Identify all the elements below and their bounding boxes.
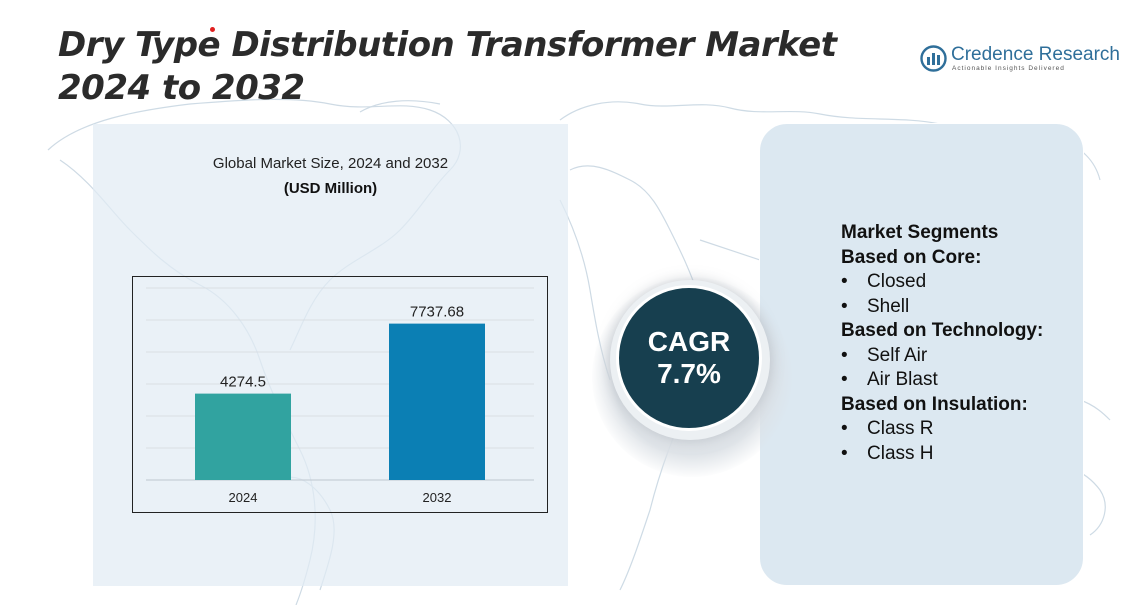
bar-2024 xyxy=(195,393,291,480)
red-dot-decoration xyxy=(210,27,215,32)
cagr-value: 7.7% xyxy=(657,358,721,389)
bar-2032 xyxy=(389,323,485,480)
segment-item: Shell xyxy=(841,295,1081,320)
cagr-label: CAGR xyxy=(647,326,731,357)
market-segments: Market Segments Based on Core: Closed Sh… xyxy=(841,221,1081,466)
data-label-2032: 7737.68 xyxy=(410,304,464,321)
credence-logo-icon xyxy=(920,45,947,72)
segment-item: Class R xyxy=(841,417,1081,442)
data-label-2024: 4274.5 xyxy=(220,374,266,391)
chart-unit: (USD Million) xyxy=(283,180,378,197)
chart-frame xyxy=(132,276,548,513)
bar-chart: 4274.5 2024 7737.68 2032 xyxy=(132,276,548,513)
page-title: Dry Type Distribution Transformer Market… xyxy=(58,25,837,108)
segment-list-technology: Self Air Air Blast xyxy=(841,344,1081,393)
segment-list-insulation: Class R Class H xyxy=(841,417,1081,466)
credence-research-logo: Credence Research Actionable Insights De… xyxy=(920,44,1120,74)
x-tick-label-2032: 2032 xyxy=(423,490,452,505)
logo-name: Credence Research xyxy=(951,44,1120,65)
segment-heading-technology: Based on Technology: xyxy=(841,320,1044,341)
segment-heading-core: Based on Core: xyxy=(841,246,982,268)
chart-title: Global Market Size, 2024 and 2032 xyxy=(212,155,449,172)
x-tick-label-2024: 2024 xyxy=(229,490,258,505)
logo-tagline: Actionable Insights Delivered xyxy=(952,65,1065,72)
cagr-badge: CAGR 7.7% xyxy=(616,285,762,431)
segment-item: Class H xyxy=(841,442,1081,467)
segment-heading-insulation: Based on Insulation: xyxy=(841,393,1028,415)
segment-list-core: Closed Shell xyxy=(841,270,1081,319)
segments-title: Market Segments xyxy=(841,222,999,243)
segment-item: Closed xyxy=(841,270,1081,295)
chart-panel xyxy=(93,124,568,586)
segment-item: Air Blast xyxy=(841,368,1081,393)
segment-item: Self Air xyxy=(841,344,1081,369)
